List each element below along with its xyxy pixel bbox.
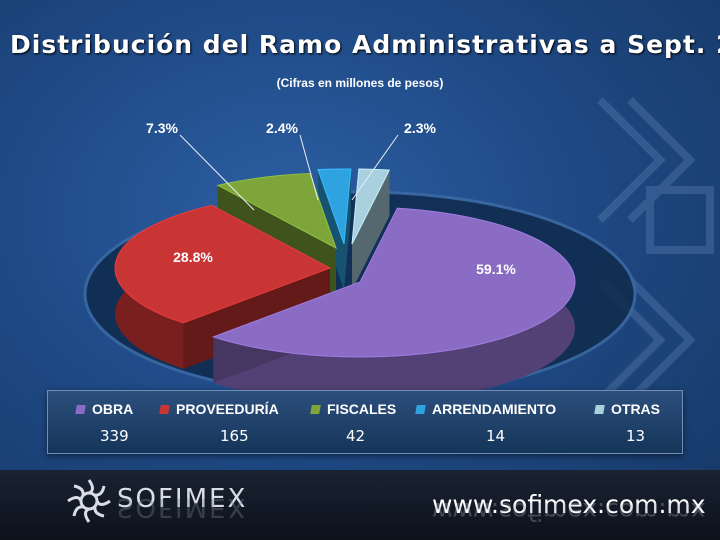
leader-line-fiscales: [179, 134, 255, 211]
pie-slice-arrendamiento: [317, 168, 352, 290]
legend-value-proveeduría: 165: [220, 427, 249, 445]
pie-slice-obra: [211, 207, 576, 404]
sofimex-logo-text: SOFIMEX: [117, 484, 248, 514]
website-url[interactable]: www.sofimex.com.mx: [432, 490, 706, 519]
legend-label: FISCALES: [327, 401, 397, 417]
legend-item-proveeduría: PROVEEDURÍA: [159, 401, 279, 417]
leader-line-arrendamiento: [299, 134, 319, 201]
url-reflection: www.sofimex.com.mx: [432, 497, 706, 526]
slide-title: Distribución del Ramo Administrativas a …: [10, 30, 720, 59]
legend-item-obra: OBRA: [75, 401, 134, 417]
chart-subtitle: (Cifras en millones de pesos): [276, 76, 444, 90]
legend-swatch: [75, 405, 86, 414]
percent-label-obra: 59.1%: [476, 261, 516, 277]
percent-label-fiscales: 7.3%: [146, 120, 178, 136]
pie-slice-otras: [351, 168, 391, 290]
legend-label: OTRAS: [611, 401, 660, 417]
logo-reflection: SOFIMEX: [117, 492, 248, 522]
percent-label-arrendamiento: 2.4%: [266, 120, 298, 136]
legend-swatch: [310, 405, 321, 414]
legend-item-otras: OTRAS: [594, 401, 660, 417]
percent-label-proveeduría: 28.8%: [173, 249, 213, 265]
legend-item-arrendamiento: ARRENDAMIENTO: [415, 401, 557, 417]
legend-value-obra: 339: [100, 427, 129, 445]
legend-swatch: [415, 405, 426, 414]
legend-swatch: [594, 405, 605, 414]
legend-item-fiscales: FISCALES: [310, 401, 397, 417]
legend-swatch: [159, 405, 170, 414]
legend-value-fiscales: 42: [346, 427, 366, 445]
leader-line-otras: [351, 134, 399, 201]
legend-value-otras: 13: [626, 427, 646, 445]
legend-label: PROVEEDURÍA: [176, 401, 279, 417]
legend-label: OBRA: [92, 401, 134, 417]
percent-label-otras: 2.3%: [404, 120, 436, 136]
legend-label: ARRENDAMIENTO: [432, 401, 557, 417]
legend-value-arrendamiento: 14: [486, 427, 506, 445]
footer: SOFIMEX SOFIMEX www.sofimex.com.mx www.s…: [0, 470, 720, 540]
legend: OBRA 339 PROVEEDURÍA 165 FISCALES 42 ARRENDAMI…: [47, 390, 683, 454]
sofimex-logo-icon: [67, 479, 111, 523]
